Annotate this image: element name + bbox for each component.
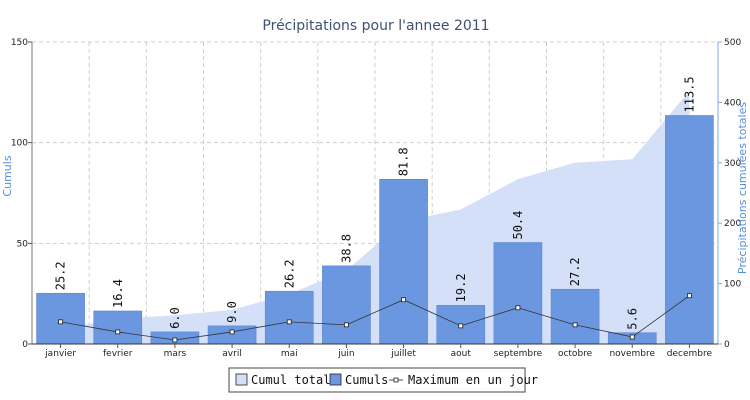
max-per-day-line: [58, 293, 692, 343]
x-tick-label: octobre: [558, 349, 593, 359]
bar-value-label: 6.0: [168, 307, 182, 329]
bar-janvier: [36, 292, 85, 345]
legend-box: [228, 367, 526, 393]
max-line-point: [115, 329, 121, 335]
bar-value-label: 25.2: [54, 261, 68, 290]
bar-value-label: 27.2: [568, 257, 582, 286]
max-line-point: [344, 322, 349, 328]
bar-juillet: [379, 179, 428, 345]
bars: [36, 115, 714, 345]
x-tick-label: avril: [222, 349, 242, 359]
y2-tick-label: 300: [724, 159, 741, 169]
max-line-point: [687, 293, 692, 299]
bar-value-label: 26.2: [282, 259, 296, 288]
max-line-point: [629, 334, 635, 340]
bar-value-label: 16.4: [111, 279, 125, 308]
y2-axis-title: Précipitations cumulées totales: [736, 102, 749, 274]
bar-value-label: 9.0: [225, 301, 239, 323]
x-tick-label: janvier: [44, 349, 76, 359]
bar-value-label: 81.8: [397, 147, 411, 176]
x-tick-label: aout: [451, 349, 472, 359]
bar-fevrier: [93, 310, 143, 345]
x-tick-label: septembre: [494, 349, 543, 359]
x-tick-label: fevrier: [103, 349, 133, 359]
legend: Cumul total Cumuls Maximum en un jour: [228, 367, 538, 393]
bar-value-label: 19.2: [454, 273, 468, 302]
y2-tick-label: 400: [724, 98, 741, 108]
bar-octobre: [550, 288, 600, 345]
y-axis-title: Cumuls: [1, 155, 14, 196]
max-line-point: [458, 323, 464, 329]
bar-value-label: 113.5: [682, 76, 696, 112]
max-line-point: [515, 305, 521, 311]
x-tick-label: mai: [281, 349, 298, 359]
max-line-point: [401, 297, 406, 303]
max-line-path: [60, 295, 690, 341]
y2-tick-label: 0: [724, 340, 730, 350]
data-labels: 25.2 16.4 6.0 9.0 26.2 38.8 81.8 19.2 50.4 27.2 5.…: [54, 76, 697, 329]
x-tick-label: novembre: [609, 349, 655, 359]
y2-tick-label: 500: [724, 38, 741, 48]
y2-tick-label: 100: [724, 280, 741, 290]
y-tick-label: 0: [22, 340, 28, 350]
bar-value-label: 5.6: [625, 308, 639, 330]
max-line-point: [172, 337, 178, 343]
bar-decembre: [665, 115, 714, 345]
chart-title: Précipitations pour l'annee 2011: [262, 18, 489, 34]
x-tick-label: juillet: [390, 349, 416, 359]
max-line-point: [229, 329, 235, 335]
legend-label-cumul-total: Cumul total: [251, 373, 330, 387]
legend-marker-max: [393, 377, 399, 383]
legend-label-max: Maximum en un jour: [408, 373, 538, 387]
y-tick-label: 100: [11, 139, 28, 149]
x-tick-label: mars: [164, 349, 187, 359]
y2-tick-label: 200: [724, 219, 741, 229]
legend-label-cumuls: Cumuls: [345, 373, 388, 387]
x-tick-label: juin: [337, 349, 354, 359]
max-line-point: [572, 322, 578, 328]
y-tick-label: 50: [17, 239, 29, 249]
bar-mai: [264, 290, 314, 345]
legend-swatch-cumul-total: [235, 373, 248, 386]
max-line-point: [286, 319, 292, 325]
bar-septembre: [493, 242, 543, 345]
x-tick-label: decembre: [667, 349, 713, 359]
bar-value-label: 50.4: [511, 211, 525, 240]
bar-value-label: 38.8: [339, 234, 353, 263]
y-tick-label: 150: [11, 38, 28, 48]
legend-swatch-cumuls: [329, 373, 342, 386]
axes: 0 50 100 150 0 100 200 300 400 500 janvier fevrier m…: [11, 38, 742, 359]
max-line-point: [58, 319, 63, 325]
bar-juin: [322, 265, 371, 345]
